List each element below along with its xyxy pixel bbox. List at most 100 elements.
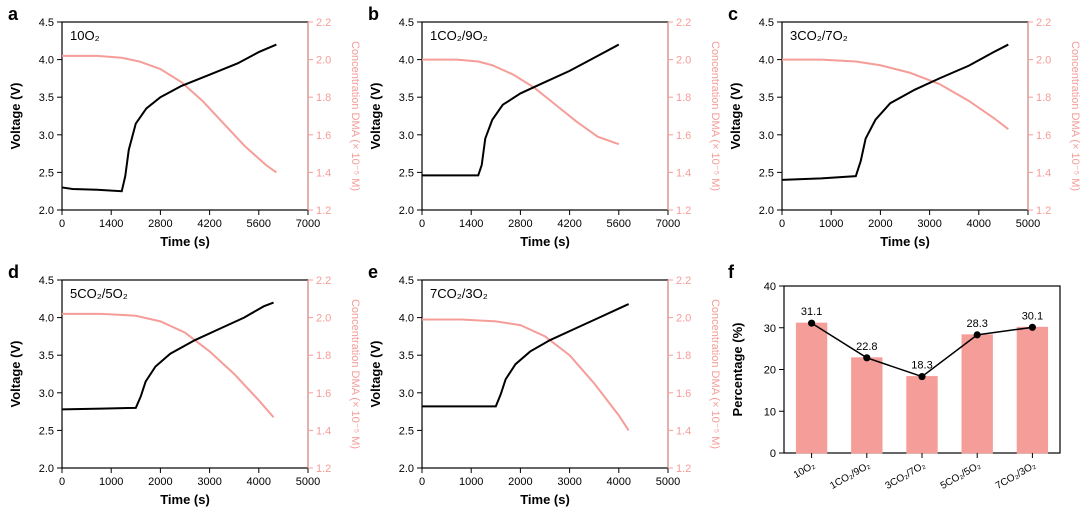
svg-text:2.0: 2.0: [1036, 55, 1051, 67]
series-label: 5CO₂/5O₂: [70, 286, 128, 301]
svg-text:28.3: 28.3: [966, 317, 987, 329]
series-label: 1CO₂/9O₂: [430, 28, 488, 43]
svg-text:3.5: 3.5: [399, 92, 414, 104]
svg-text:30.1: 30.1: [1022, 310, 1043, 322]
svg-text:0: 0: [779, 218, 785, 230]
svg-text:1400: 1400: [459, 218, 483, 230]
svg-text:4.5: 4.5: [39, 275, 54, 287]
series-label: 3CO₂/7O₂: [790, 28, 848, 43]
svg-text:1.2: 1.2: [316, 205, 331, 217]
svg-text:4000: 4000: [247, 476, 271, 488]
svg-text:3.5: 3.5: [399, 350, 414, 362]
svg-text:1.6: 1.6: [676, 130, 691, 142]
svg-text:3.0: 3.0: [399, 130, 414, 142]
svg-text:2.2: 2.2: [676, 17, 691, 29]
svg-text:Concentration DMA (× 10⁻⁵ M): Concentration DMA (× 10⁻⁵ M): [349, 41, 360, 191]
svg-text:3.0: 3.0: [759, 130, 774, 142]
svg-text:1.8: 1.8: [1036, 92, 1051, 104]
svg-text:0: 0: [419, 218, 425, 230]
panel-d: d 0100020003000400050002.02.53.03.54.04.…: [0, 258, 360, 515]
svg-text:2.0: 2.0: [676, 312, 691, 324]
svg-text:4.0: 4.0: [759, 55, 774, 67]
svg-text:Voltage (V): Voltage (V): [8, 340, 23, 407]
panel-a: a 0140028004200560070002.02.53.03.54.04.…: [0, 0, 360, 258]
svg-text:3.5: 3.5: [39, 92, 54, 104]
svg-text:4.5: 4.5: [39, 17, 54, 29]
svg-text:3000: 3000: [557, 476, 581, 488]
svg-text:Concentration DMA (× 10⁻⁵ M): Concentration DMA (× 10⁻⁵ M): [1069, 41, 1080, 191]
svg-text:Time (s): Time (s): [160, 492, 210, 507]
svg-text:2.5: 2.5: [39, 167, 54, 179]
panel-f: f 010203040Percentage (%)31.110O₂22.81CO…: [720, 258, 1080, 515]
svg-text:0: 0: [419, 476, 425, 488]
svg-text:4200: 4200: [557, 218, 581, 230]
svg-text:0: 0: [59, 476, 65, 488]
svg-text:40: 40: [764, 281, 776, 293]
svg-text:1.2: 1.2: [1036, 205, 1051, 217]
svg-text:4.0: 4.0: [39, 55, 54, 67]
panel-c: c 0100020003000400050002.02.53.03.54.04.…: [720, 0, 1080, 258]
svg-text:22.8: 22.8: [856, 340, 877, 352]
svg-text:1.2: 1.2: [676, 463, 691, 475]
svg-text:1.6: 1.6: [1036, 130, 1051, 142]
svg-text:Time (s): Time (s): [520, 234, 570, 249]
svg-text:7000: 7000: [656, 218, 680, 230]
svg-text:Percentage (%): Percentage (%): [730, 322, 745, 416]
panel-b: b 0140028004200560070002.02.53.03.54.04.…: [360, 0, 720, 258]
svg-text:Voltage (V): Voltage (V): [368, 340, 383, 407]
svg-text:2.2: 2.2: [1036, 17, 1051, 29]
svg-text:1.4: 1.4: [1036, 167, 1051, 179]
svg-text:4000: 4000: [607, 476, 631, 488]
svg-text:2.2: 2.2: [316, 275, 331, 287]
svg-text:3.5: 3.5: [759, 92, 774, 104]
svg-text:Time (s): Time (s): [880, 234, 930, 249]
svg-text:Voltage (V): Voltage (V): [368, 83, 383, 150]
svg-text:3.0: 3.0: [39, 387, 54, 399]
svg-text:2.2: 2.2: [676, 275, 691, 287]
svg-text:3.5: 3.5: [39, 350, 54, 362]
svg-text:4000: 4000: [967, 218, 991, 230]
svg-text:1.6: 1.6: [316, 130, 331, 142]
svg-text:2.2: 2.2: [316, 17, 331, 29]
svg-text:1000: 1000: [99, 476, 123, 488]
svg-text:2.0: 2.0: [316, 55, 331, 67]
panel-e: e 0100020003000400050002.02.53.03.54.04.…: [360, 258, 720, 515]
series-label: 7CO₂/3O₂: [430, 286, 488, 301]
svg-text:1000: 1000: [459, 476, 483, 488]
svg-text:1.4: 1.4: [316, 167, 331, 179]
svg-text:5000: 5000: [656, 476, 680, 488]
svg-text:2.0: 2.0: [316, 312, 331, 324]
svg-text:Concentration DMA (× 10⁻⁵ M): Concentration DMA (× 10⁻⁵ M): [709, 298, 720, 448]
svg-text:3.0: 3.0: [399, 387, 414, 399]
series-label: 10O₂: [70, 28, 100, 43]
svg-text:18.3: 18.3: [911, 359, 932, 371]
svg-text:1.6: 1.6: [676, 387, 691, 399]
svg-text:2000: 2000: [148, 476, 172, 488]
svg-text:2.0: 2.0: [399, 205, 414, 217]
svg-text:2800: 2800: [508, 218, 532, 230]
svg-text:0: 0: [59, 218, 65, 230]
svg-text:5600: 5600: [247, 218, 271, 230]
svg-text:1.8: 1.8: [316, 350, 331, 362]
svg-text:2.0: 2.0: [676, 55, 691, 67]
svg-text:3.0: 3.0: [39, 130, 54, 142]
svg-text:Time (s): Time (s): [160, 234, 210, 249]
svg-text:2.5: 2.5: [759, 167, 774, 179]
svg-text:0: 0: [770, 448, 776, 460]
svg-text:1.2: 1.2: [676, 205, 691, 217]
svg-text:2000: 2000: [868, 218, 892, 230]
svg-text:1.6: 1.6: [316, 387, 331, 399]
svg-text:1.4: 1.4: [676, 425, 691, 437]
svg-text:4200: 4200: [197, 218, 221, 230]
svg-text:2.5: 2.5: [39, 425, 54, 437]
svg-text:1400: 1400: [99, 218, 123, 230]
svg-text:1.8: 1.8: [316, 92, 331, 104]
svg-text:5000: 5000: [296, 476, 320, 488]
svg-text:1.4: 1.4: [316, 425, 331, 437]
svg-text:3000: 3000: [197, 476, 221, 488]
svg-text:5000: 5000: [1016, 218, 1040, 230]
svg-text:31.1: 31.1: [801, 306, 822, 318]
svg-text:Time (s): Time (s): [520, 492, 570, 507]
svg-text:1.8: 1.8: [676, 92, 691, 104]
svg-text:1.2: 1.2: [316, 463, 331, 475]
